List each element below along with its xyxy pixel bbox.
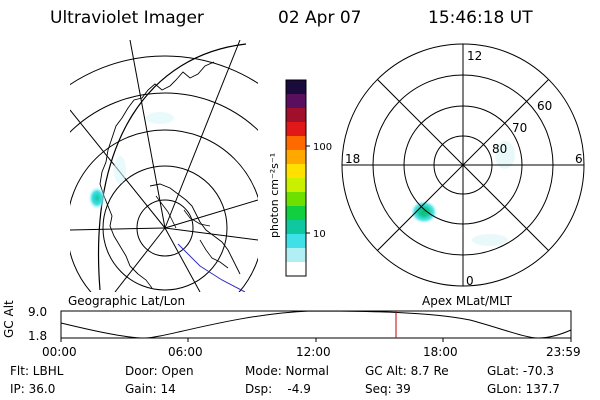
meridian — [114, 227, 166, 292]
meridian — [164, 40, 241, 229]
colorbar-ticks: 100 10 photon cm⁻²s⁻¹ — [268, 142, 332, 240]
lat-label-70: 70 — [512, 121, 527, 135]
colorbar-segment — [286, 234, 306, 249]
time-label: 15:46:18 UT — [428, 8, 533, 28]
colorbar-segment — [286, 192, 306, 207]
lat-circle — [70, 129, 258, 292]
colorbar-segment — [286, 248, 306, 263]
mlt-label-6: 6 — [575, 152, 583, 166]
coastline — [149, 183, 241, 275]
colorbar-segment — [286, 220, 306, 235]
altitude-plot-frame — [60, 310, 572, 339]
aurora-spot — [88, 186, 106, 210]
time-tick-1800: 18:00 — [423, 345, 458, 359]
colorbar-segment — [286, 206, 306, 221]
colorbar-segment — [286, 164, 306, 179]
colorbar-tick-10: 10 — [313, 229, 326, 240]
geographic-label: Geographic Lat/Lon — [68, 294, 186, 308]
altitude-plot — [60, 310, 572, 342]
colorbar — [285, 79, 307, 277]
mlt-label-18: 18 — [345, 152, 360, 166]
footer-dsp: Dsp: -4.9 — [245, 382, 311, 396]
polar-circle-70 — [403, 105, 523, 225]
aurora-spot — [410, 200, 438, 224]
geographic-map — [70, 40, 258, 292]
footer-seq: Seq: 39 — [365, 382, 411, 396]
colorbar-frame — [285, 79, 307, 277]
meridian — [164, 227, 201, 292]
colorbar-segment — [286, 136, 306, 151]
faint-emission — [472, 234, 508, 246]
lat-label-80: 80 — [492, 142, 507, 156]
colorbar-segment — [286, 108, 306, 123]
faint-emission — [495, 141, 515, 169]
lat-label-60: 60 — [537, 99, 552, 113]
coastline — [183, 209, 211, 227]
lat-circle — [136, 199, 194, 257]
coastline — [199, 239, 229, 269]
footer-filter: Flt: LBHL — [10, 364, 64, 378]
colorbar-segment — [286, 262, 306, 277]
colorbar-segment — [286, 94, 306, 109]
meridian — [129, 40, 166, 229]
coastline — [99, 61, 215, 275]
altitude-curve — [60, 310, 572, 339]
earth-limb — [98, 43, 247, 291]
footer-mode: Mode: Normal — [245, 364, 329, 378]
mlt-label-0: 0 — [466, 274, 474, 288]
time-tick-0000: 00:00 — [42, 345, 77, 359]
terminator-line — [177, 243, 246, 292]
polar-labels: 12 0 18 6 60 70 80 — [345, 49, 583, 288]
altitude-x-ticks — [60, 338, 572, 342]
instrument-title: Ultraviolet Imager — [50, 8, 204, 28]
altitude-tick-1-8: 1.8 — [28, 329, 48, 343]
colorbar-tick-100: 100 — [313, 142, 332, 153]
polar-circle-60 — [372, 74, 554, 256]
colorbar-segment — [286, 178, 306, 193]
date-label: 02 Apr 07 — [278, 8, 362, 28]
lat-circle — [102, 165, 228, 291]
footer-glon: GLon: 137.7 — [487, 382, 560, 396]
lat-circle — [70, 55, 258, 86]
coastline — [155, 195, 177, 229]
meridian — [164, 199, 258, 229]
footer-door: Door: Open — [125, 364, 194, 378]
colorbar-segment — [286, 122, 306, 137]
time-tick-1200: 12:00 — [296, 345, 331, 359]
footer-gain: Gain: 14 — [125, 382, 176, 396]
footer-ip: IP: 36.0 — [10, 382, 56, 396]
mlt-diagonal — [376, 78, 550, 252]
coastline — [137, 273, 153, 289]
time-tick-0600: 06:00 — [168, 345, 203, 359]
altitude-axis-title: GC Alt — [2, 300, 16, 338]
time-tick-2359: 23:59 — [546, 345, 581, 359]
colorbar-segment — [286, 150, 306, 165]
mlt-label-12: 12 — [467, 49, 482, 63]
colorbar-unit-label: photon cm⁻²s⁻¹ — [268, 153, 281, 238]
footer-glat: GLat: -70.3 — [487, 364, 554, 378]
faint-emission — [114, 156, 126, 184]
lat-circle — [70, 92, 258, 133]
apex-label: Apex MLat/MLT — [422, 294, 512, 308]
polar-plot — [341, 43, 585, 287]
faint-emission — [146, 112, 174, 124]
polar-circle-outer — [341, 43, 585, 287]
altitude-tick-9: 9.0 — [28, 305, 48, 319]
meridian — [70, 227, 166, 231]
colorbar-segment — [286, 80, 306, 95]
polar-circle-80 — [433, 135, 493, 195]
footer-gc-alt: GC Alt: 8.7 Re — [365, 364, 449, 378]
